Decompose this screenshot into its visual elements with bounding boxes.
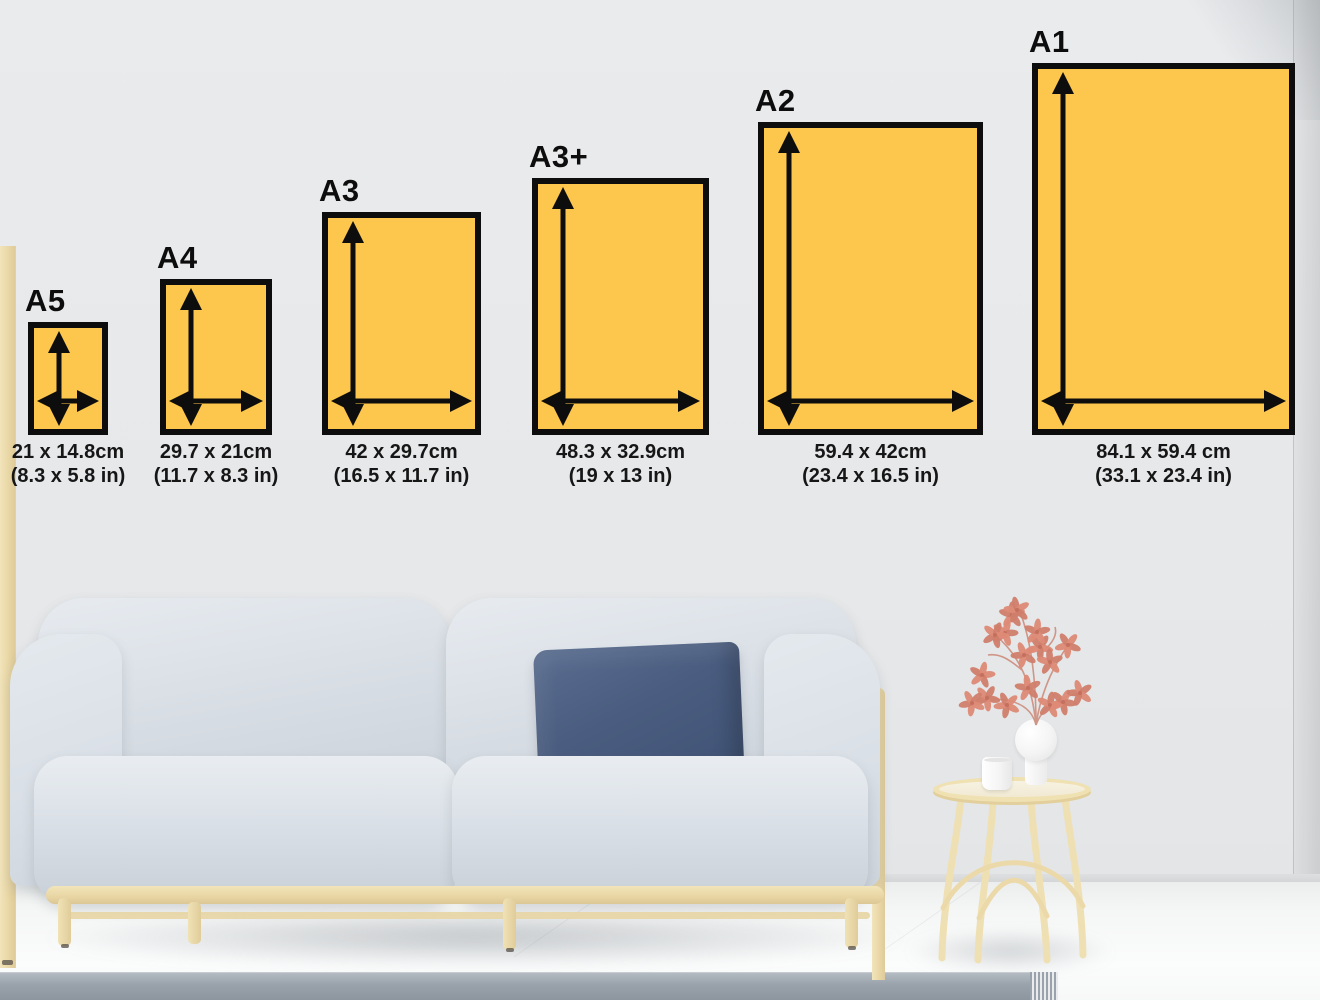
paper-size-rectangle — [532, 178, 709, 435]
rug-fringe — [1030, 972, 1058, 1000]
flower-cluster — [970, 661, 996, 688]
paper-size-label: A3 — [319, 173, 360, 208]
flower-cluster — [1066, 679, 1092, 706]
paper-size-label: A1 — [1029, 24, 1070, 59]
flower-cluster — [1010, 642, 1036, 669]
sofa-leg — [58, 898, 71, 946]
size-cm-text: 59.4 x 42cm — [814, 441, 927, 463]
paper-size-label: A2 — [755, 83, 796, 118]
sofa-seat-cushion-left — [34, 756, 458, 904]
paper-size-label: A3+ — [529, 139, 589, 174]
wood-frame-foot — [2, 960, 13, 965]
flower-cluster — [983, 622, 1009, 649]
flower-cluster — [1003, 596, 1029, 623]
flower-cluster — [1024, 618, 1051, 644]
flower-cluster — [993, 692, 1020, 719]
sofa-wood-rail — [46, 886, 884, 904]
paper-size-label: A4 — [157, 240, 198, 275]
flower-cluster — [1054, 633, 1081, 659]
wall-corner-band — [1293, 0, 1320, 882]
sofa-floor-shadow — [35, 916, 915, 968]
double-arrow-vertical-icon — [180, 288, 202, 426]
sofa-leg — [845, 898, 858, 948]
sofa-wood-stretcher — [60, 912, 870, 919]
size-cm-text: 84.1 x 59.4 cm — [1096, 441, 1231, 463]
paper-size-rectangle — [160, 279, 272, 435]
size-cm-text: 29.7 x 21cm — [159, 441, 273, 463]
flower-cluster — [1050, 689, 1077, 716]
size-inches-text: (33.1 x 23.4 in) — [1095, 465, 1232, 487]
sofa-leg — [503, 898, 516, 950]
size-inches-text: (19 x 13 in) — [568, 465, 673, 487]
size-cm-text: 48.3 x 32.9cm — [556, 441, 685, 463]
sofa-leg-foot — [848, 946, 856, 950]
dimension-arrows-icon — [541, 187, 700, 426]
paper-size-rectangle — [1032, 63, 1295, 435]
sofa-leg-foot — [61, 944, 69, 948]
double-arrow-vertical-icon — [1052, 72, 1074, 426]
rattan-table-legs — [938, 794, 1087, 964]
white-cup — [982, 757, 1012, 790]
size-inches-text: (23.4 x 16.5 in) — [802, 465, 939, 487]
dimension-arrows-icon — [169, 288, 263, 426]
double-arrow-horizontal-icon — [767, 390, 974, 412]
side-table-top-surface — [939, 781, 1085, 797]
double-arrow-vertical-icon — [48, 331, 70, 426]
dimension-arrows-icon — [767, 131, 974, 426]
double-arrow-vertical-icon — [778, 131, 800, 426]
sofa-seat-cushion-right — [452, 756, 868, 904]
double-arrow-horizontal-icon — [37, 390, 99, 412]
flower-cluster — [958, 690, 985, 717]
paper-size-rectangle — [322, 212, 481, 435]
size-inches-text: (16.5 x 11.7 in) — [333, 465, 470, 487]
vase — [1015, 719, 1057, 761]
flower-cluster — [1036, 648, 1063, 674]
dried-flowers — [958, 596, 1092, 726]
sofa-leg-foot — [506, 948, 514, 952]
sofa-leg — [188, 902, 201, 944]
flower-cluster — [1014, 674, 1041, 701]
double-arrow-vertical-icon — [552, 187, 574, 426]
paper-size-rectangle — [28, 322, 108, 435]
rug — [0, 972, 1030, 1000]
size-inches-text: (11.7 x 8.3 in) — [153, 465, 279, 487]
size-inches-text: (8.3 x 5.8 in) — [10, 465, 126, 487]
dimension-arrows-icon — [1041, 72, 1286, 426]
paper-size-rectangle — [758, 122, 983, 435]
size-cm-text: 21 x 14.8cm — [11, 441, 125, 463]
side-table-top — [933, 777, 1091, 802]
size-cm-text: 42 x 29.7cm — [345, 441, 458, 463]
dimension-arrows-icon — [37, 331, 99, 426]
cup-rim — [984, 758, 1010, 762]
double-arrow-vertical-icon — [342, 221, 364, 426]
paper-size-label: A5 — [25, 283, 66, 318]
double-arrow-horizontal-icon — [1041, 390, 1286, 412]
dimension-arrows-icon — [331, 221, 472, 426]
flower-cluster — [974, 686, 1001, 712]
